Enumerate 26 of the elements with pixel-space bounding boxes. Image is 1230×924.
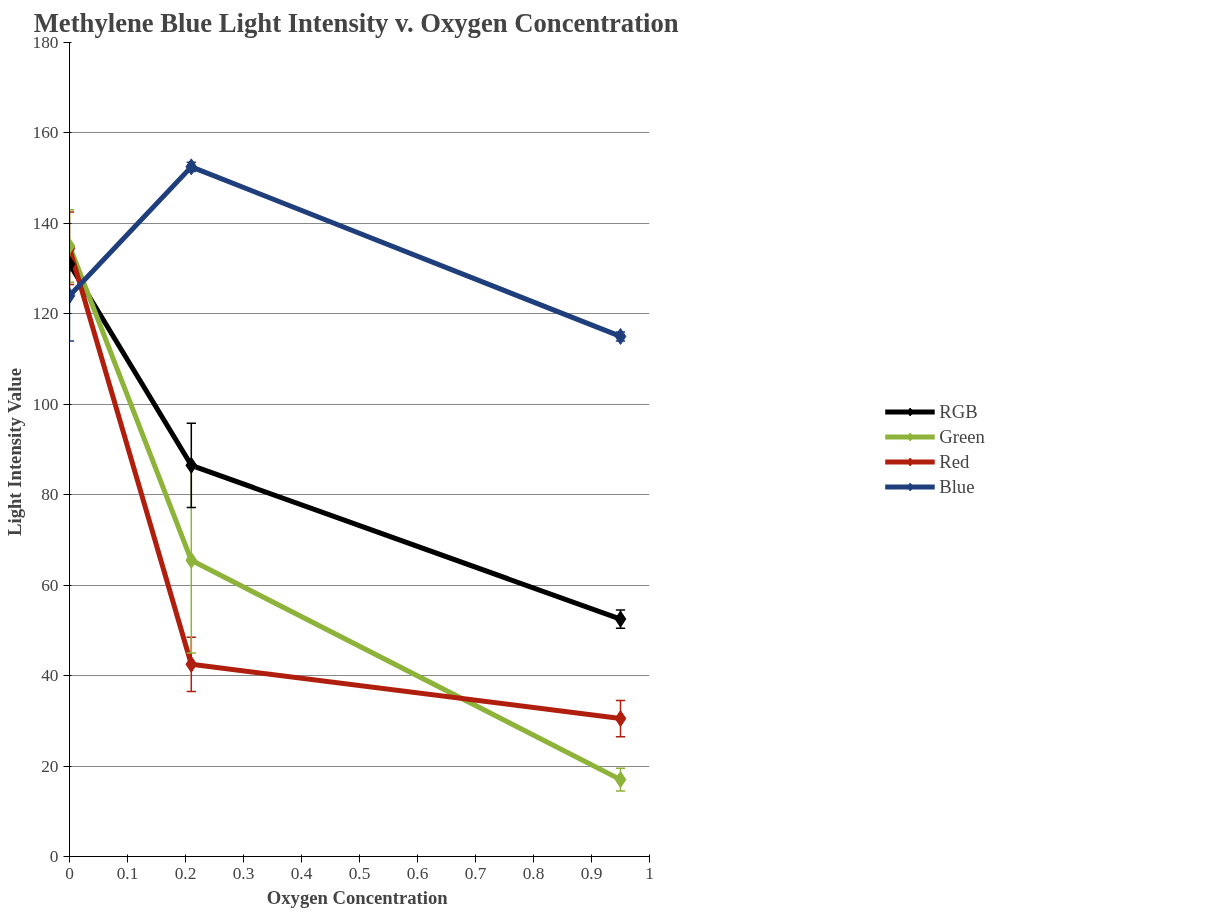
y-tick-label: 140 <box>32 213 59 233</box>
x-tick-label: 0 <box>65 863 74 883</box>
x-tick-label: 0.5 <box>348 863 371 883</box>
y-axis-title: Light Intensity Value <box>3 368 25 536</box>
y-tick-label: 60 <box>41 575 59 595</box>
x-tick-label: 1 <box>645 863 654 883</box>
legend-label: Green <box>939 425 985 448</box>
y-tick-label: 0 <box>49 847 59 866</box>
y-tick-label: 160 <box>32 123 59 143</box>
x-tick-label: 0.2 <box>174 863 197 883</box>
y-tick-label: 120 <box>32 304 59 324</box>
x-tick-label: 0.6 <box>406 863 429 883</box>
legend-label: Blue <box>939 475 975 498</box>
legend-label: Red <box>939 450 970 473</box>
y-tick-label: 40 <box>41 666 59 686</box>
x-tick-label: 0.8 <box>522 863 545 883</box>
x-tick-label: 0.1 <box>116 863 139 883</box>
y-tick-label: 80 <box>41 485 59 505</box>
x-axis-title: Oxygen Concentration <box>266 886 449 908</box>
x-tick-label: 0.7 <box>464 863 487 883</box>
x-tick-label: 0.4 <box>290 863 313 883</box>
y-tick-label: 20 <box>41 756 59 776</box>
x-tick-label: 0.9 <box>580 863 603 883</box>
x-tick-label: 0.3 <box>232 863 255 883</box>
y-tick-label: 100 <box>32 394 59 414</box>
legend-label: RGB <box>939 400 978 423</box>
